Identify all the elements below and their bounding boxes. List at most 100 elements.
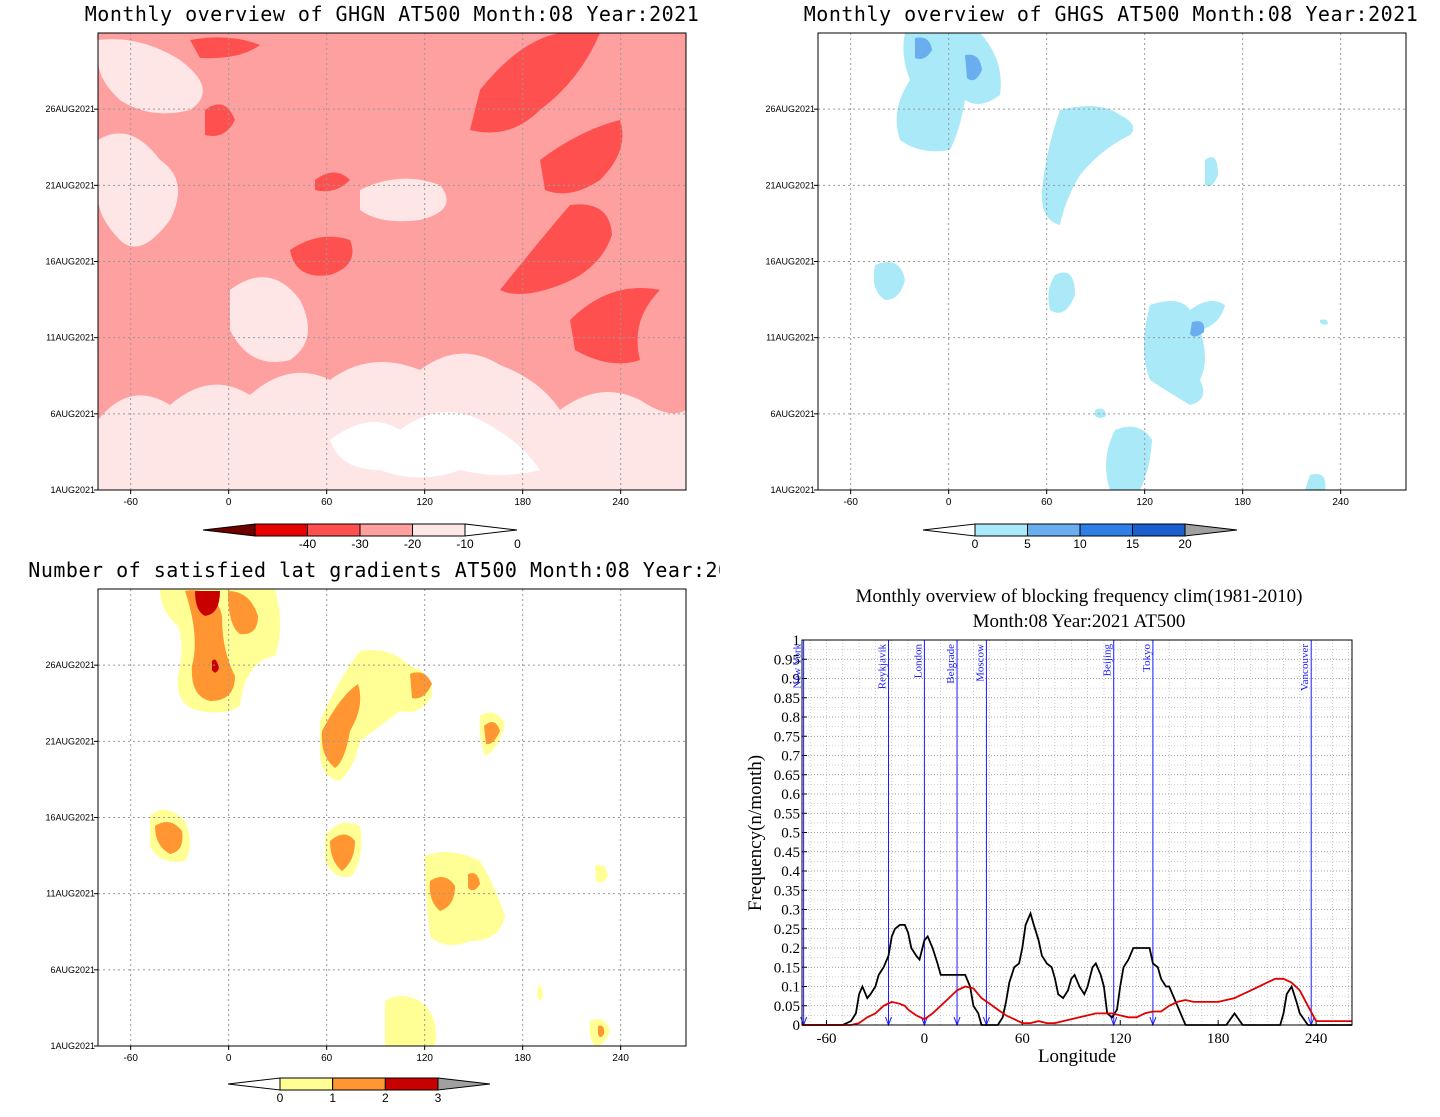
ghgn-colorbar-low-arrow (202, 523, 256, 537)
ghgn-colorbar-label: -40 (299, 537, 317, 551)
ghgn-date-tick-label: 26AUG2021 (45, 104, 95, 114)
blocking-x-tick-label: 180 (1207, 1031, 1230, 1047)
gradients-orange-top (185, 590, 235, 701)
gradients-red-top (195, 591, 220, 616)
ghgs-colorbar-label: 0 (972, 537, 979, 551)
gradients-orange-se (598, 1025, 605, 1037)
gradients-colorbar: 0 1 2 3 (227, 1077, 491, 1105)
gradients-region-east (425, 852, 505, 945)
ghgn-colorbar-label: -20 (404, 537, 422, 551)
ghgs-date-tick-label: 26AUG2021 (765, 104, 815, 114)
city-label: New York (792, 644, 804, 689)
ghgn-x-tick-label: 240 (612, 497, 629, 508)
ghgs-strong-nw (915, 37, 932, 59)
gradients-orange-center (321, 684, 361, 768)
ghgn-x-tick-label: 0 (226, 497, 232, 508)
ghgn-colorbar-segment (412, 523, 466, 537)
gradients-lon-ticks: -60 0 60 120 180 240 (123, 1046, 629, 1064)
ghgn-x-tick-label: 60 (321, 497, 333, 508)
blocking-y-tick-label: 0.45 (774, 845, 800, 861)
gradients-red-top2 (212, 659, 219, 673)
blocking-x-tick-label: 0 (921, 1031, 929, 1047)
ghgs-x-tick-label: 60 (1041, 497, 1053, 508)
gradients-date-tick-label: 11AUG2021 (46, 889, 95, 899)
ghgs-panel: Monthly overview of GHGS AT500 Month:08 … (720, 0, 1440, 556)
ghgs-colorbar-label: 5 (1024, 537, 1031, 551)
ghgs-x-tick-label: 240 (1332, 497, 1349, 508)
ghgs-region-west (873, 262, 905, 300)
ghgn-dark-region-ne (470, 33, 600, 133)
gradients-colorbar-segment (279, 1077, 334, 1091)
ghgs-colorbar-low-arrow (922, 523, 976, 537)
blocking-y-tick-label: 0.95 (774, 652, 800, 668)
gradients-x-tick-label: 120 (416, 1053, 433, 1064)
ghgs-date-tick-label: 11AUG2021 (766, 333, 815, 343)
blocking-y-tick-label: 0.35 (774, 883, 800, 899)
ghgn-grid (98, 33, 686, 490)
city-label: Vancouver (1299, 644, 1311, 691)
blocking-chart: Monthly overview of blocking frequency c… (745, 586, 1353, 1067)
ghgs-lon-ticks: -60 0 60 120 180 240 (843, 490, 1349, 508)
ghgs-colorbar-segment (974, 523, 1028, 537)
ghgn-title: Monthly overview of GHGN AT500 Month:08 … (85, 2, 700, 26)
ghgs-colorbar-high-arrow (1184, 523, 1238, 537)
ghgn-x-tick-label: 120 (416, 497, 433, 508)
ghgn-light-region-nw (98, 39, 203, 114)
ghgn-light-region-south (98, 353, 686, 490)
blocking-x-tick-label: -60 (816, 1031, 836, 1047)
blocking-y-tick-label: 0.9 (781, 672, 800, 688)
ghgs-strong-east (1190, 321, 1205, 337)
ghgn-colorbar-segment (307, 523, 361, 537)
ghgn-dark-region-mid (290, 236, 353, 276)
ghgs-title: Monthly overview of GHGS AT500 Month:08 … (804, 2, 1419, 26)
gradients-x-tick-label: -60 (123, 1053, 138, 1064)
gradients-date-tick-label: 16AUG2021 (45, 813, 95, 823)
blocking-y-tick-label: 0.6 (781, 787, 800, 803)
gradients-date-tick-label: 26AUG2021 (45, 660, 95, 670)
blocking-y-tick-label: 0.3 (781, 903, 800, 919)
blocking-y-tick-label: 1 (793, 633, 801, 649)
gradients-region-small (595, 864, 608, 883)
gradients-orange-top2 (228, 591, 258, 635)
ghgn-light-region-west (98, 133, 178, 247)
ghgn-date-tick-label: 11AUG2021 (46, 333, 95, 343)
ghgs-region-center (1041, 106, 1134, 225)
gradients-colorbar-label: 0 (277, 1091, 284, 1105)
ghgs-x-tick-label: 180 (1234, 497, 1251, 508)
ghgs-x-tick-label: -60 (843, 497, 858, 508)
ghgn-white-region (330, 412, 540, 478)
gradients-date-tick-label: 1AUG2021 (50, 1041, 95, 1051)
blocking-x-tick-label: 120 (1109, 1031, 1132, 1047)
ghgs-plot: 26AUG2021 21AUG2021 16AUG2021 11AUG2021 6AUG… (765, 32, 1407, 508)
ghgs-colorbar-segment (1132, 523, 1186, 537)
ghgn-dark-region-east2 (500, 204, 612, 294)
gradients-colorbar-segment (332, 1077, 386, 1091)
ghgs-x-tick-label: 0 (946, 497, 952, 508)
blocking-subtitle: Month:08 Year:2021 AT500 (973, 611, 1186, 632)
city-label: Belgrade (945, 644, 957, 684)
ghgn-dark-region-top (190, 37, 260, 59)
blocking-y-tick-label: 0.2 (781, 941, 800, 957)
ghgs-date-tick-label: 16AUG2021 (765, 257, 815, 267)
gradients-date-ticks: 26AUG2021 21AUG2021 16AUG2021 11AUG2021 6AUG… (45, 660, 98, 1051)
blocking-y-tick-label: 0.5 (781, 826, 800, 842)
gradients-title: Number of satisfied lat gradients AT500 … (28, 558, 720, 582)
ghgn-date-tick-label: 6AUG2021 (50, 409, 95, 419)
blocking-city-markers: New York Reykjavik London Belgrade Moscow Bei… (792, 640, 1315, 1027)
blocking-x-tick-label: 60 (1015, 1031, 1030, 1047)
blocking-y-tick-label: 0.65 (774, 768, 800, 784)
blocking-y-tick-label: 0.75 (774, 729, 800, 745)
city-label: Tokyo (1141, 644, 1153, 672)
blocking-y-tick-label: 0.15 (774, 960, 800, 976)
ghgn-colorbar-label: 0 (514, 537, 521, 551)
ghgs-region-south (1106, 426, 1152, 490)
blocking-y-tick-label: 0.05 (774, 999, 800, 1015)
ghgn-dark-region-small (315, 172, 350, 192)
ghgn-panel: Monthly overview of GHGN AT500 Month:08 … (0, 0, 720, 556)
ghgn-light-region-mid (230, 277, 308, 362)
city-label: London (912, 644, 924, 679)
blocking-title: Monthly overview of blocking frequency c… (856, 586, 1303, 607)
ghgs-x-tick-label: 120 (1136, 497, 1153, 508)
gradients-colorbar-label: 1 (329, 1091, 336, 1105)
ghgs-colorbar-segment (1027, 523, 1081, 537)
